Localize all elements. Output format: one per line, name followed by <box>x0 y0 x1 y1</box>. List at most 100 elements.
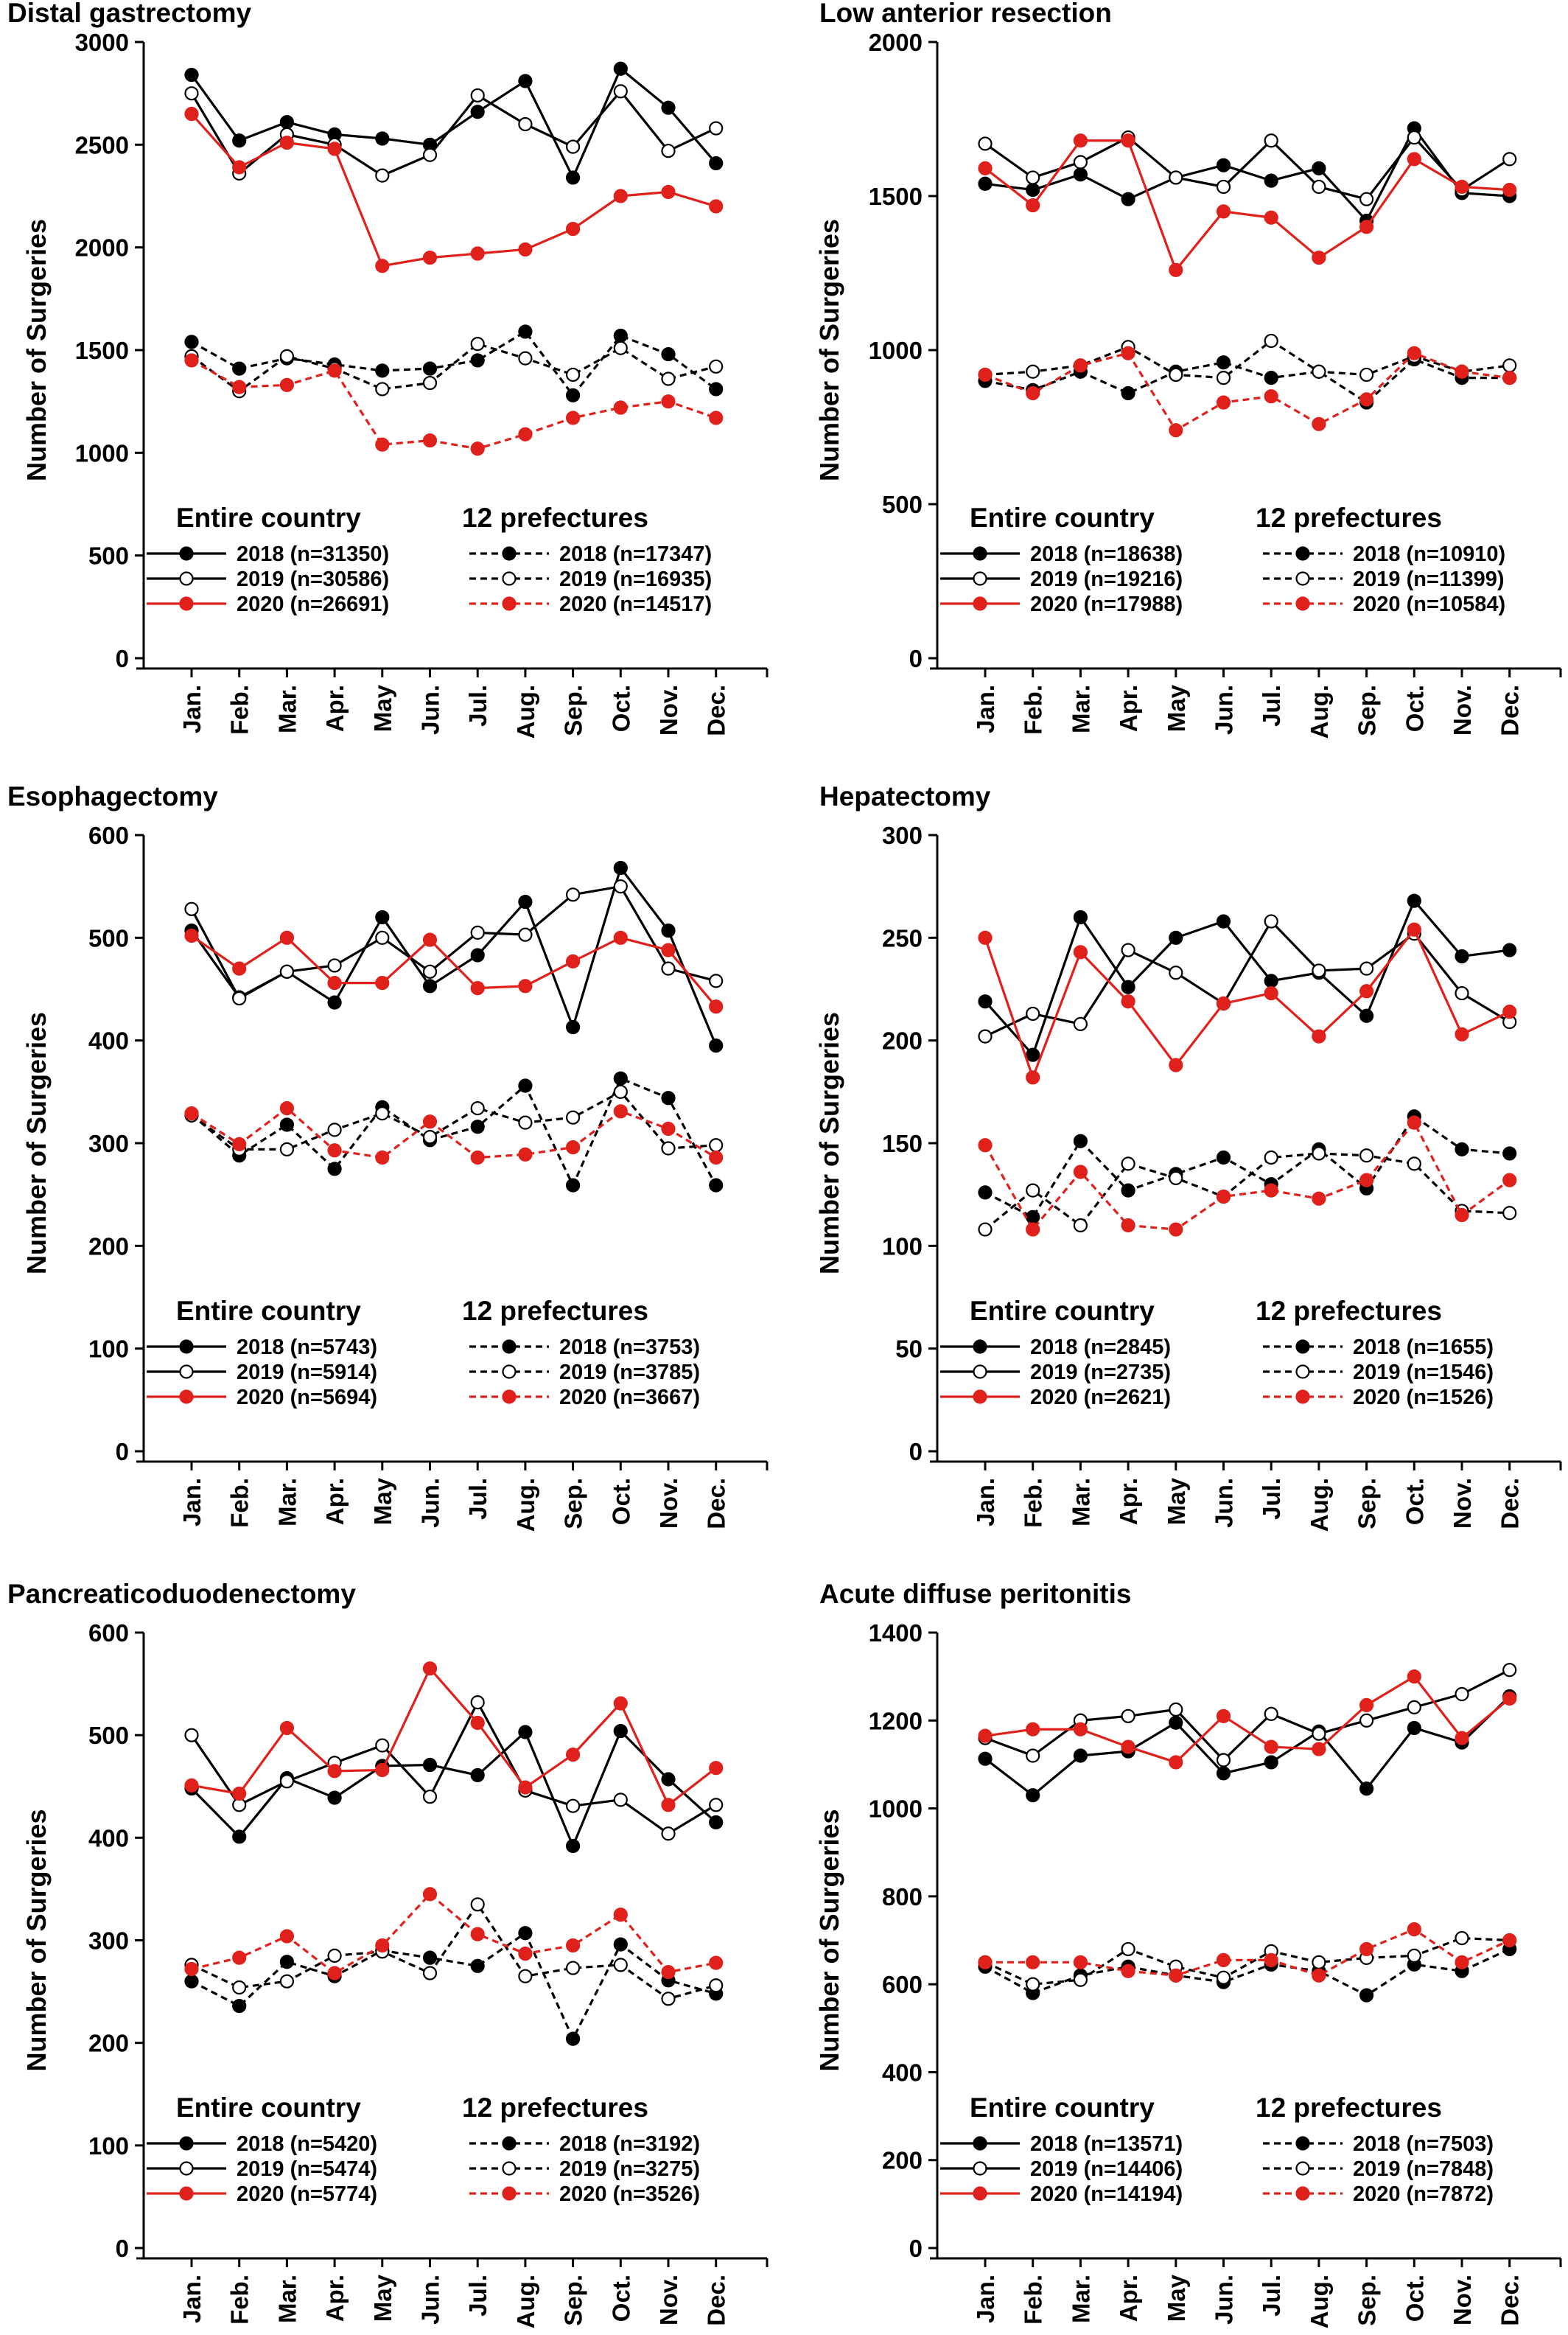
x-tick-label: Jul. <box>1258 1478 1285 1520</box>
data-point <box>1407 152 1421 167</box>
data-point <box>422 1790 438 1804</box>
data-point <box>1216 1709 1231 1723</box>
chart-title: Distal gastrectomy <box>7 0 251 28</box>
y-tick-label: 800 <box>882 1883 923 1910</box>
data-point <box>1502 371 1517 385</box>
x-tick-label: Dec. <box>1497 2275 1524 2326</box>
data-point <box>1455 1686 1469 1702</box>
legend-swatch-marker <box>973 596 987 611</box>
series-line <box>191 1090 716 1151</box>
legend-swatch-marker <box>973 1364 987 1379</box>
data-point <box>1359 1148 1374 1163</box>
data-point <box>565 1798 581 1813</box>
legend-header-entire: Entire country <box>176 2093 361 2123</box>
y-tick-label: 250 <box>882 924 923 952</box>
data-point <box>1121 385 1135 401</box>
data-point <box>1502 1933 1517 1948</box>
series-line <box>191 1107 717 1159</box>
legend-swatch-marker <box>973 1389 987 1404</box>
x-tick-label: Sep. <box>560 2275 587 2326</box>
data-point <box>613 1937 628 1952</box>
data-point <box>375 910 390 925</box>
data-point <box>709 974 724 988</box>
data-point <box>470 948 485 963</box>
legend-entry-label: 2020 (n=26691) <box>237 593 389 616</box>
data-point <box>661 1121 676 1137</box>
series-line <box>191 1893 717 1975</box>
data-point <box>1026 364 1040 379</box>
data-point <box>327 363 342 378</box>
data-point <box>1121 1964 1135 1978</box>
data-point <box>661 100 676 115</box>
data-point <box>1407 1700 1421 1714</box>
legend-swatch-marker <box>973 2136 987 2151</box>
data-point <box>518 116 533 132</box>
data-point <box>232 1786 247 1801</box>
legend-entry-label: 2020 (n=5694) <box>237 1386 377 1409</box>
data-point <box>1216 158 1231 172</box>
data-point <box>1407 1922 1421 1937</box>
data-point <box>279 1774 294 1789</box>
data-point <box>1026 1955 1040 1969</box>
x-tick-label: Dec. <box>1497 1478 1524 1529</box>
data-point <box>1026 1183 1040 1198</box>
series-line <box>191 935 717 1008</box>
data-point <box>1169 367 1183 383</box>
data-point <box>613 328 628 343</box>
y-tick-label: 200 <box>88 1232 129 1260</box>
data-point <box>1264 1739 1278 1754</box>
y-tick-label: 400 <box>882 2059 923 2086</box>
chart-title: Hepatectomy <box>819 781 991 812</box>
data-point <box>1264 914 1278 929</box>
data-point <box>470 441 485 456</box>
data-point <box>978 161 993 175</box>
legend-swatch-marker <box>179 2161 194 2176</box>
data-point <box>327 1143 342 1158</box>
data-point <box>470 925 485 940</box>
data-point <box>1502 1691 1517 1706</box>
data-point <box>327 995 342 1010</box>
series-line <box>984 928 1511 1079</box>
x-tick-label: Oct. <box>607 685 634 732</box>
x-tick-label: Jan. <box>178 2275 206 2323</box>
series-line <box>191 359 717 450</box>
legend-header-prefectures: 12 prefectures <box>1256 1296 1442 1326</box>
data-point <box>1169 1222 1183 1237</box>
data-point <box>1312 1726 1326 1741</box>
x-tick-label: Feb. <box>226 2275 253 2325</box>
x-tick-label: Sep. <box>560 685 587 736</box>
data-point <box>1455 1027 1469 1041</box>
data-point <box>1264 210 1278 225</box>
data-point <box>327 142 342 156</box>
data-point <box>1026 1070 1040 1085</box>
legend-swatch-marker <box>973 1339 987 1354</box>
data-point <box>518 927 533 942</box>
data-point <box>1312 179 1326 195</box>
x-tick-label: Feb. <box>1020 685 1047 735</box>
data-point <box>978 1222 993 1237</box>
chart-panel: Low anterior resection Number of Surgerie… <box>814 0 1562 739</box>
data-point <box>1407 1720 1421 1736</box>
data-point <box>184 335 199 349</box>
legend-entry-label: 2018 (n=31350) <box>237 542 389 566</box>
data-point <box>978 1955 993 1969</box>
data-point <box>1026 385 1040 401</box>
y-tick-label: 0 <box>909 2235 923 2262</box>
x-tick-label: Jun. <box>1211 685 1238 735</box>
legend-swatch-marker <box>502 2161 517 2176</box>
y-tick-label: 0 <box>116 1438 129 1465</box>
y-tick-label: 100 <box>882 1232 923 1260</box>
series-line <box>984 1675 1511 1764</box>
x-tick-label: May <box>1163 1477 1190 1525</box>
data-point <box>1455 1142 1469 1156</box>
series-line <box>984 339 1510 380</box>
data-point <box>709 1138 724 1153</box>
data-point <box>375 437 390 452</box>
series-line <box>191 1667 717 1807</box>
legend-swatch-marker <box>1295 2136 1310 2151</box>
data-point <box>1121 980 1135 994</box>
x-tick-label: Oct. <box>1401 2275 1428 2322</box>
y-tick-label: 200 <box>88 2030 129 2057</box>
data-point <box>279 1720 294 1736</box>
data-point <box>613 1908 628 1922</box>
